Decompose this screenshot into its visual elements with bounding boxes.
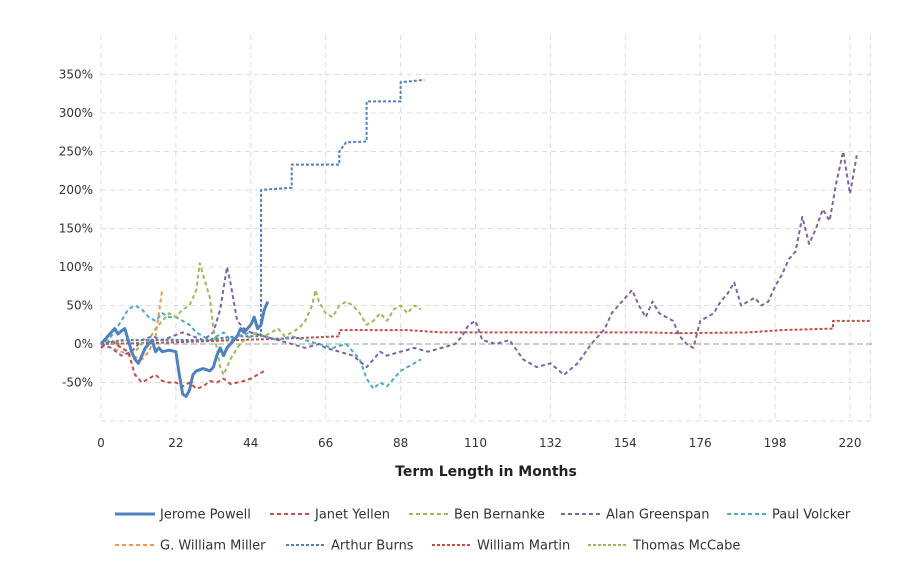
y-tick-label-3: 100% bbox=[59, 260, 93, 274]
legend-label: Alan Greenspan bbox=[606, 508, 709, 523]
series-line-ben-bernanke[interactable] bbox=[100, 262, 422, 376]
legend-item-g-william-miller[interactable]: G. William Miller bbox=[115, 539, 266, 554]
y-tick-label-0: -50% bbox=[62, 376, 93, 390]
legend-label: Janet Yellen bbox=[314, 508, 390, 523]
x-tick-label-3: 66 bbox=[318, 436, 333, 450]
x-tick-label-7: 154 bbox=[614, 436, 637, 450]
x-tick-label-6: 132 bbox=[539, 436, 562, 450]
series-line-thomas-mccabe[interactable] bbox=[100, 338, 231, 345]
series-line-g-william-miller[interactable] bbox=[100, 288, 164, 361]
legend-label: Arthur Burns bbox=[331, 539, 414, 554]
legend-item-jerome-powell[interactable]: Jerome Powell bbox=[115, 508, 251, 523]
y-tick-label-5: 200% bbox=[59, 183, 93, 197]
legend-label: William Martin bbox=[477, 539, 570, 554]
x-tick-label-8: 176 bbox=[689, 436, 712, 450]
x-tick-label-5: 110 bbox=[464, 436, 487, 450]
y-tick-label-4: 150% bbox=[59, 222, 93, 236]
series-line-alan-greenspan[interactable] bbox=[100, 150, 858, 376]
legend-label: Thomas McCabe bbox=[632, 539, 740, 554]
legend-item-paul-volcker[interactable]: Paul Volcker bbox=[727, 508, 851, 523]
legend-label: G. William Miller bbox=[160, 539, 266, 554]
series-line-jerome-powell[interactable] bbox=[99, 301, 270, 398]
y-axis-ticks: -50% 0% 50% 100% 150% 200% 250% 300% 350% bbox=[59, 68, 93, 390]
x-tick-label-4: 88 bbox=[393, 436, 408, 450]
x-tick-label-9: 198 bbox=[764, 436, 787, 450]
y-tick-label-7: 300% bbox=[59, 106, 93, 120]
x-tick-label-0: 0 bbox=[97, 436, 105, 450]
legend-label: Ben Bernanke bbox=[454, 508, 545, 523]
gridlines bbox=[100, 35, 872, 422]
legend-item-janet-yellen[interactable]: Janet Yellen bbox=[270, 508, 390, 523]
legend-item-alan-greenspan[interactable]: Alan Greenspan bbox=[561, 508, 709, 523]
x-tick-label-2: 44 bbox=[243, 436, 258, 450]
legend-item-arthur-burns[interactable]: Arthur Burns bbox=[286, 539, 414, 554]
x-tick-label-10: 220 bbox=[839, 436, 862, 450]
series-line-paul-volcker[interactable] bbox=[100, 304, 422, 390]
y-tick-label-2: 50% bbox=[66, 299, 93, 313]
legend-item-william-martin[interactable]: William Martin bbox=[432, 539, 570, 554]
series-line-william-martin[interactable] bbox=[100, 319, 871, 345]
legend-item-ben-bernanke[interactable]: Ben Bernanke bbox=[409, 508, 545, 523]
x-tick-label-1: 22 bbox=[168, 436, 183, 450]
legend-label: Paul Volcker bbox=[772, 508, 851, 523]
y-tick-label-8: 350% bbox=[59, 68, 93, 82]
series-line-arthur-burns[interactable] bbox=[100, 78, 425, 345]
y-tick-label-6: 250% bbox=[59, 145, 93, 159]
series-line-janet-yellen[interactable] bbox=[100, 339, 265, 390]
series-lines bbox=[99, 78, 871, 398]
legend-item-thomas-mccabe[interactable]: Thomas McCabe bbox=[588, 539, 740, 554]
x-axis-ticks: 0 22 44 66 88 110 132 154 176 198 220 bbox=[97, 436, 861, 450]
x-axis-title: Term Length in Months bbox=[395, 464, 577, 480]
y-tick-label-1: 0% bbox=[74, 337, 93, 351]
legend-label: Jerome Powell bbox=[159, 508, 251, 523]
legend: Jerome Powell Janet Yellen Ben Bernanke Ala… bbox=[115, 508, 851, 554]
